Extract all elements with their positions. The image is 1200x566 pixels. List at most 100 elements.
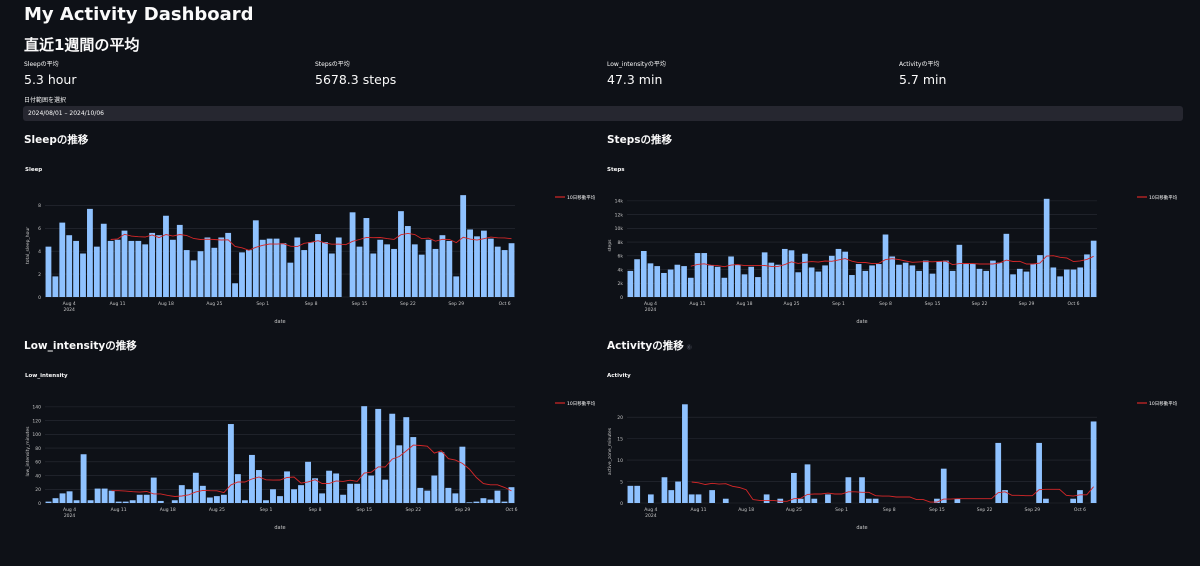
y-axis-label: low_intensity_minutes xyxy=(25,426,31,477)
x-tick-label: Sep 29 xyxy=(448,301,464,307)
bar xyxy=(940,468,947,503)
bar xyxy=(761,252,768,297)
bar xyxy=(59,493,66,503)
bar xyxy=(1057,276,1063,297)
x-tick-sublabel: 2024 xyxy=(64,513,76,519)
x-tick-label: Sep 29 xyxy=(455,507,471,513)
bar xyxy=(508,487,515,503)
bar xyxy=(287,262,294,297)
bar xyxy=(354,483,361,503)
bar xyxy=(909,265,916,297)
bar xyxy=(804,464,811,503)
date-range-input[interactable]: 2024/08/01 – 2024/10/06 xyxy=(23,106,1183,121)
bar xyxy=(872,498,879,503)
x-tick-label: Sep 29 xyxy=(1024,507,1040,513)
bar xyxy=(439,235,446,297)
bar xyxy=(795,272,802,297)
bar xyxy=(294,237,301,297)
bar xyxy=(234,474,241,503)
moving-average-line xyxy=(110,232,512,251)
bar xyxy=(291,489,297,503)
bar xyxy=(59,222,66,297)
bar xyxy=(825,494,831,503)
bar xyxy=(694,253,701,297)
x-tick-label: Sep 22 xyxy=(972,301,988,307)
bar xyxy=(487,238,494,297)
help-icon[interactable]: ⓪ xyxy=(686,345,692,351)
x-tick-label: Aug 25 xyxy=(786,507,802,513)
chart-activity[interactable]: Activity 0 5 10 15 20 active_zone_minutes Aug 4… xyxy=(605,366,1182,566)
section-title-activity: Activityの推移 ⓪ xyxy=(607,338,692,353)
bar xyxy=(410,437,417,503)
bar xyxy=(298,485,304,503)
bar xyxy=(1063,269,1070,297)
bar xyxy=(136,494,143,503)
chart-title: Activity xyxy=(607,373,631,379)
metric-value: 5.7 min xyxy=(899,72,947,87)
x-tick-label: Aug 18 xyxy=(158,301,174,307)
bar xyxy=(241,500,248,503)
bar xyxy=(459,446,466,503)
y-tick-label: 0 xyxy=(620,501,623,507)
bar xyxy=(473,501,480,503)
bar xyxy=(218,237,225,297)
x-tick-label: Sep 15 xyxy=(352,301,368,307)
bar xyxy=(634,259,640,297)
legend-label: 10日移動平均 xyxy=(1149,194,1178,201)
bar xyxy=(460,195,467,297)
bar xyxy=(1043,498,1049,503)
chart-sleep[interactable]: Sleep 0 2 4 6 8 total_sleep_hour Aug 4 2024 Aug 1… xyxy=(23,160,600,360)
y-axis-label: steps xyxy=(607,239,613,252)
bar xyxy=(129,500,136,503)
bar xyxy=(802,253,808,297)
section-title-activity-text: Activityの推移 xyxy=(607,340,684,352)
bar xyxy=(424,490,431,503)
chart-low-intensity[interactable]: Low_intensity 0 20 40 60 80 100 120 140 low_inten… xyxy=(23,366,600,566)
bar xyxy=(889,256,896,297)
bar xyxy=(301,250,308,297)
bar xyxy=(674,264,681,297)
x-tick-label: Aug 25 xyxy=(209,507,225,513)
chart-steps[interactable]: Steps 0 2k 4k 6k 8k 10k 12k 14k steps Aug 4 2024 Aug… xyxy=(605,160,1182,360)
bar xyxy=(687,277,694,297)
x-tick-label: Sep 8 xyxy=(309,507,322,513)
page-title: My Activity Dashboard xyxy=(24,4,254,25)
bar xyxy=(333,473,340,503)
bar xyxy=(634,485,641,503)
bar xyxy=(916,270,922,297)
bar xyxy=(157,500,164,503)
bar xyxy=(273,238,280,297)
bar xyxy=(1036,442,1042,503)
bar xyxy=(192,472,199,503)
bar xyxy=(143,494,150,503)
bar xyxy=(227,424,234,503)
bar xyxy=(370,253,377,297)
bar xyxy=(312,478,319,503)
bar xyxy=(722,498,729,503)
bar xyxy=(101,488,108,503)
bar xyxy=(1030,264,1037,297)
x-tick-label: Sep 15 xyxy=(925,301,941,307)
bar xyxy=(791,472,797,503)
bar xyxy=(654,266,661,297)
bar xyxy=(66,235,73,297)
bar xyxy=(266,238,273,297)
bar xyxy=(305,461,312,503)
bar xyxy=(896,264,902,297)
x-tick-label: Sep 1 xyxy=(835,507,848,513)
bar xyxy=(259,239,266,297)
bar xyxy=(225,232,232,297)
bar xyxy=(1002,490,1008,503)
y-tick-label: 6k xyxy=(618,254,624,260)
bar xyxy=(122,501,129,503)
x-tick-label: Sep 22 xyxy=(400,301,416,307)
y-tick-label: 12k xyxy=(615,212,624,218)
bar xyxy=(94,488,101,503)
bar xyxy=(728,256,734,297)
x-tick-label: Oct 6 xyxy=(1067,301,1079,307)
bar xyxy=(328,253,335,297)
bar xyxy=(245,250,252,297)
x-tick-label: Aug 4 xyxy=(63,507,76,513)
bar xyxy=(121,230,128,297)
bar xyxy=(501,250,508,297)
